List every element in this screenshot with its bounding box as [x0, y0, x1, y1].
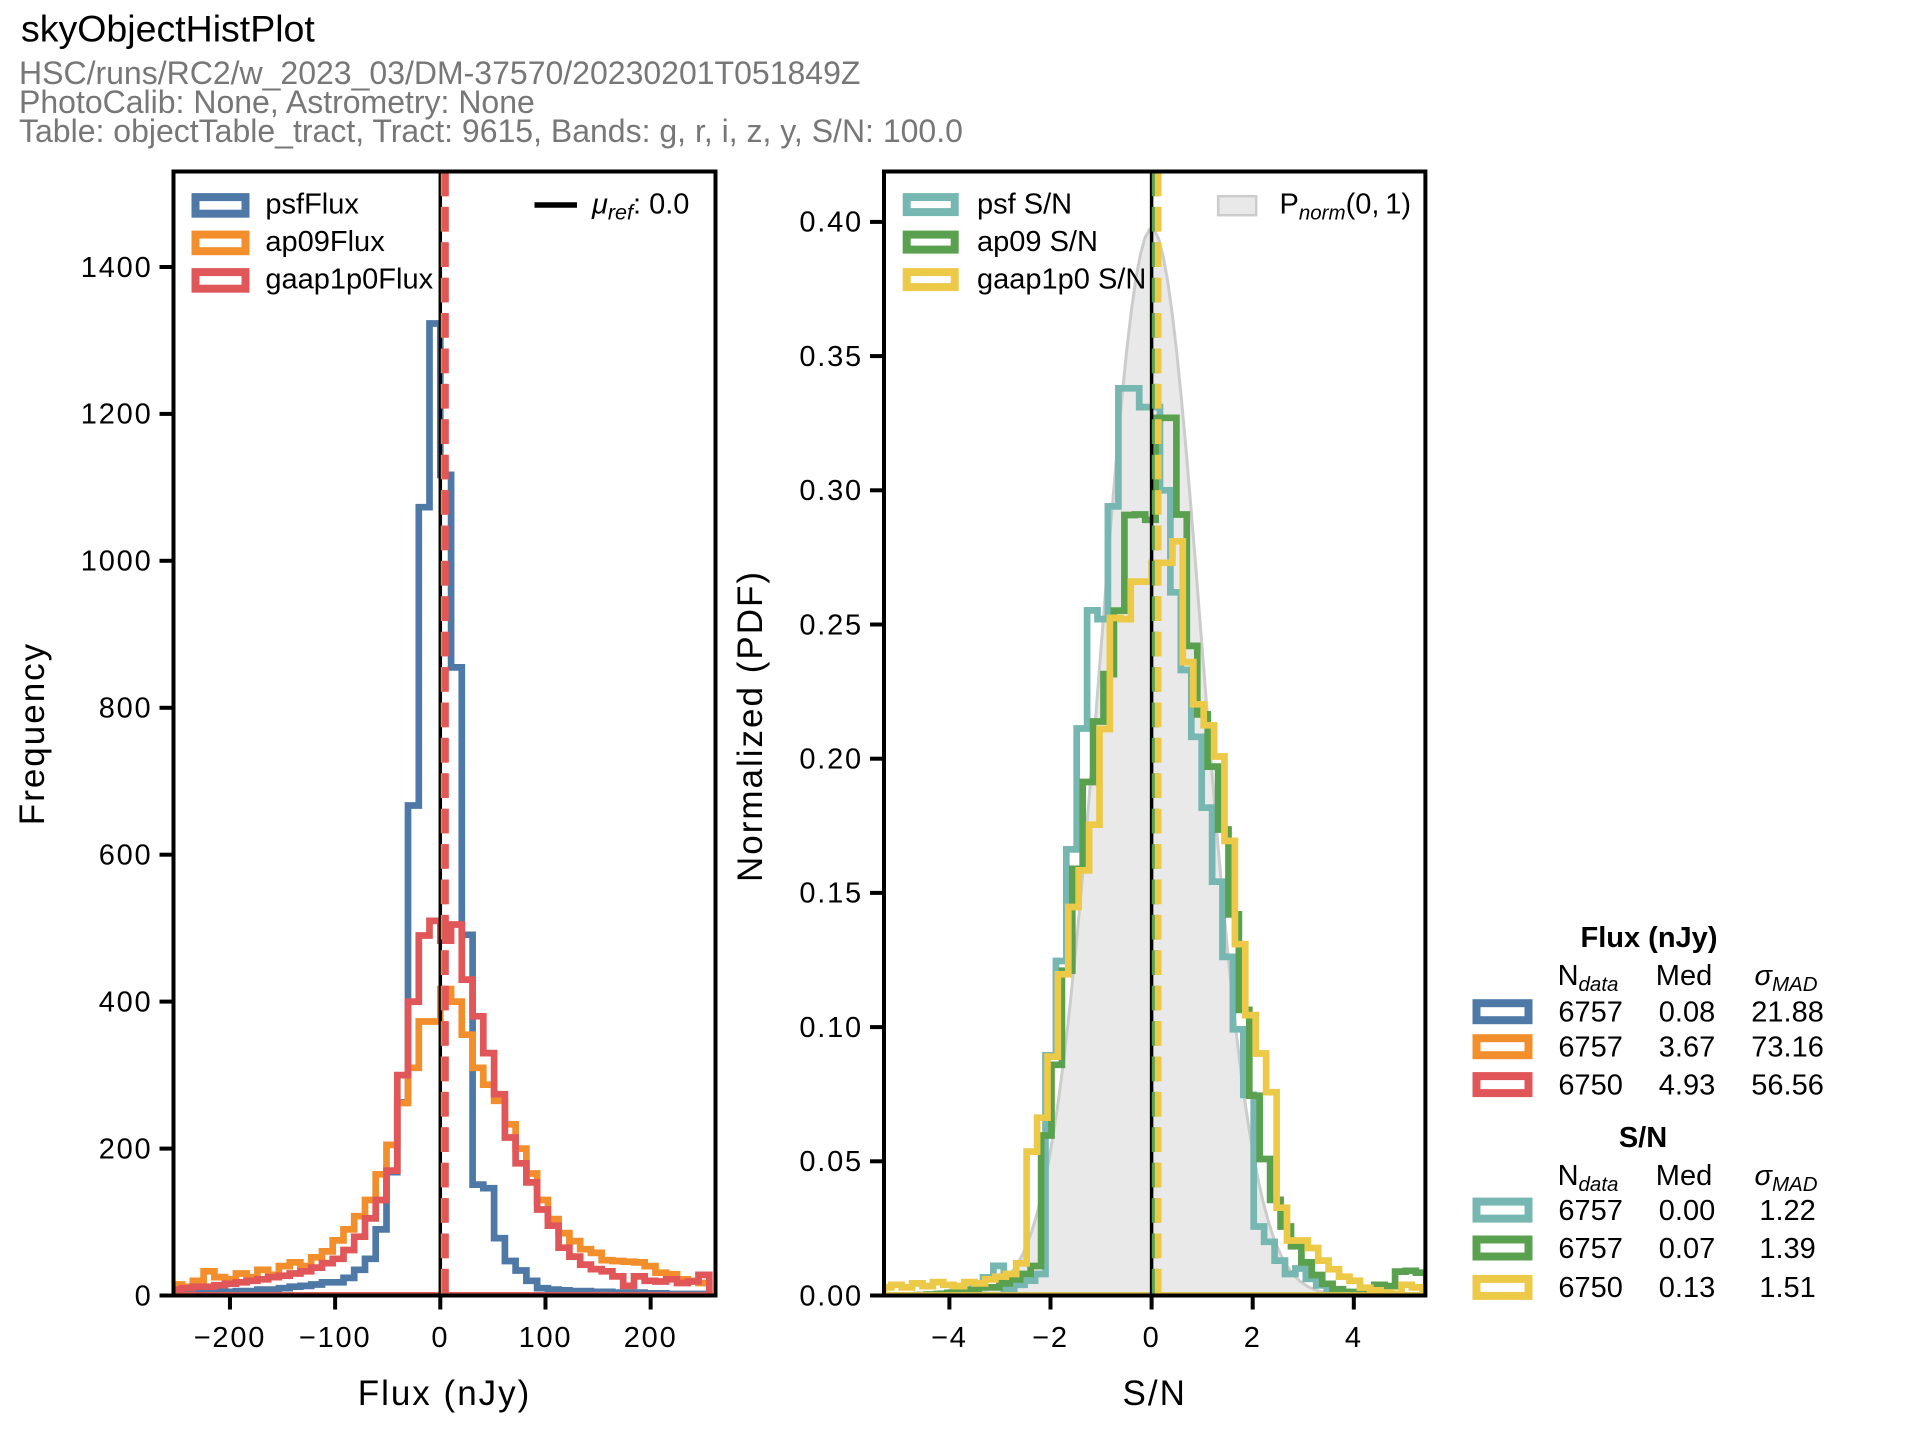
svg-text:0.30: 0.30	[799, 475, 863, 507]
svg-text:6757: 6757	[1558, 1032, 1623, 1064]
svg-text:200: 200	[624, 1322, 678, 1354]
svg-text:ap09Flux: ap09Flux	[265, 226, 385, 258]
svg-text:56.56: 56.56	[1751, 1069, 1824, 1101]
svg-text:psfFlux: psfFlux	[265, 189, 359, 221]
svg-text:Pnorm(0, 1): Pnorm(0, 1)	[1280, 189, 1412, 225]
svg-text:0.25: 0.25	[799, 609, 863, 641]
svg-text:−200: −200	[194, 1322, 267, 1354]
svg-text:0.05: 0.05	[799, 1146, 863, 1178]
svg-text:0.13: 0.13	[1659, 1272, 1715, 1304]
svg-text:0.07: 0.07	[1659, 1233, 1715, 1265]
svg-text:−100: −100	[299, 1322, 372, 1354]
svg-text:Ndata: Ndata	[1558, 1160, 1619, 1196]
svg-text:200: 200	[99, 1133, 153, 1165]
svg-text:1400: 1400	[81, 252, 153, 284]
svg-text:0.08: 0.08	[1659, 997, 1715, 1029]
svg-text:gaap1p0 S/N: gaap1p0 S/N	[977, 264, 1146, 296]
svg-text:400: 400	[99, 986, 153, 1018]
svg-text:skyObjectHistPlot: skyObjectHistPlot	[21, 8, 315, 50]
svg-text:σMAD: σMAD	[1754, 1160, 1817, 1196]
svg-text:Table: objectTable_tract, Trac: Table: objectTable_tract, Tract: 9615, B…	[19, 113, 963, 149]
svg-text:6757: 6757	[1558, 1233, 1623, 1265]
svg-text:73.16: 73.16	[1751, 1032, 1824, 1064]
svg-text:1.39: 1.39	[1759, 1233, 1815, 1265]
svg-text:HSC/runs/RC2/w_2023_03/DM-3757: HSC/runs/RC2/w_2023_03/DM-37570/20230201…	[19, 55, 860, 91]
svg-text:Normalized (PDF): Normalized (PDF)	[731, 570, 770, 882]
svg-text:1200: 1200	[81, 399, 153, 431]
svg-text:σMAD: σMAD	[1754, 960, 1817, 996]
svg-text:PhotoCalib: None, Astrometry:: PhotoCalib: None, Astrometry: None	[19, 84, 535, 120]
svg-text:6757: 6757	[1558, 1195, 1623, 1227]
svg-text:0: 0	[1143, 1322, 1161, 1354]
svg-text:0.40: 0.40	[799, 207, 863, 239]
svg-text:100: 100	[519, 1322, 573, 1354]
svg-text:gaap1p0Flux: gaap1p0Flux	[265, 264, 433, 296]
svg-text:ap09 S/N: ap09 S/N	[977, 226, 1098, 258]
svg-text:6750: 6750	[1558, 1069, 1623, 1101]
svg-text:21.88: 21.88	[1751, 997, 1824, 1029]
svg-text:S/N: S/N	[1619, 1122, 1667, 1154]
svg-text:1.51: 1.51	[1759, 1272, 1815, 1304]
svg-text:6757: 6757	[1558, 997, 1623, 1029]
svg-text:Frequency: Frequency	[13, 642, 52, 825]
svg-text:psf S/N: psf S/N	[977, 189, 1072, 221]
svg-text:Ndata: Ndata	[1558, 960, 1619, 996]
svg-text:0: 0	[431, 1322, 449, 1354]
svg-text:Med: Med	[1656, 960, 1712, 992]
svg-text:3.67: 3.67	[1659, 1032, 1715, 1064]
svg-text:−2: −2	[1032, 1322, 1069, 1354]
svg-text:Med: Med	[1656, 1160, 1712, 1192]
svg-text:−4: −4	[931, 1322, 968, 1354]
svg-text:Flux (nJy): Flux (nJy)	[1581, 922, 1718, 954]
svg-text:0.00: 0.00	[799, 1280, 863, 1312]
svg-text:4: 4	[1345, 1322, 1363, 1354]
svg-text:0: 0	[135, 1280, 153, 1312]
svg-text:0.10: 0.10	[799, 1012, 863, 1044]
svg-text:6750: 6750	[1558, 1272, 1623, 1304]
svg-text:0.15: 0.15	[799, 878, 863, 910]
svg-text:4.93: 4.93	[1659, 1069, 1715, 1101]
svg-text:600: 600	[99, 840, 153, 872]
svg-text:0.35: 0.35	[799, 341, 863, 373]
svg-text:0.00: 0.00	[1659, 1195, 1715, 1227]
svg-text:0.20: 0.20	[799, 744, 863, 776]
svg-text:1.22: 1.22	[1759, 1195, 1815, 1227]
svg-text:Flux (nJy): Flux (nJy)	[358, 1374, 532, 1413]
svg-text:S/N: S/N	[1123, 1374, 1187, 1413]
svg-text:800: 800	[99, 693, 153, 725]
svg-text:μref: 0.0: μref: 0.0	[591, 189, 689, 225]
svg-text:2: 2	[1244, 1322, 1262, 1354]
svg-text:1000: 1000	[81, 546, 153, 578]
